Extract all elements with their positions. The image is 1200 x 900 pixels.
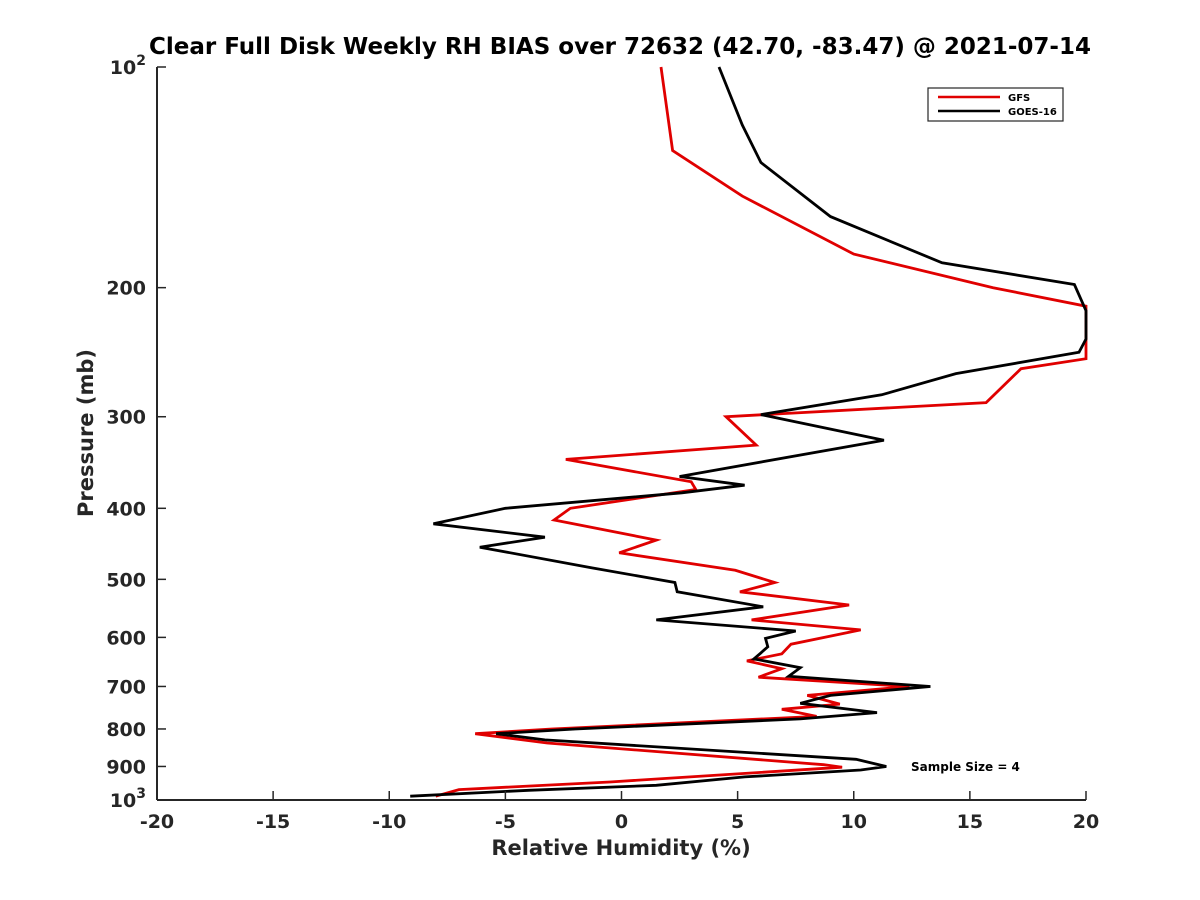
legend-label-gfs: GFS bbox=[1008, 93, 1030, 104]
y-tick-label: 900 bbox=[106, 756, 146, 778]
legend-label-goes16: GOES-16 bbox=[1008, 107, 1057, 118]
y-tick-label: 700 bbox=[106, 676, 146, 698]
y-tick-label: 300 bbox=[106, 407, 146, 429]
plot-area bbox=[157, 67, 1086, 800]
x-tick-label: -10 bbox=[372, 811, 406, 833]
y-tick-label: 600 bbox=[106, 627, 146, 649]
x-tick-label: 10 bbox=[841, 811, 867, 833]
x-axis-label: Relative Humidity (%) bbox=[491, 836, 750, 860]
legend: GFS GOES-16 bbox=[927, 87, 1064, 122]
x-tick-label: -15 bbox=[256, 811, 290, 833]
chart-title: Clear Full Disk Weekly RH BIAS over 7263… bbox=[149, 34, 1091, 60]
x-tick-label: -20 bbox=[140, 811, 174, 833]
series-layer bbox=[410, 66, 1088, 798]
y-tick-label: 400 bbox=[106, 498, 146, 520]
x-tick-label: 20 bbox=[1073, 811, 1099, 833]
y-tick-label: 103 bbox=[110, 786, 146, 812]
y-axis-label: Pressure (mb) bbox=[74, 349, 98, 517]
x-tick-label: 0 bbox=[615, 811, 628, 833]
x-tick-label: 5 bbox=[731, 811, 744, 833]
sample-size-annotation: Sample Size = 4 bbox=[911, 760, 1020, 774]
y-tick-label: 102 bbox=[110, 53, 146, 79]
x-tick-label: -5 bbox=[495, 811, 516, 833]
y-tick-label: 200 bbox=[106, 278, 146, 300]
y-tick-label: 500 bbox=[106, 569, 146, 591]
x-tick-label: 15 bbox=[957, 811, 983, 833]
legend-box bbox=[927, 87, 1064, 122]
y-tick-group: 102 200 300 400 500 600 700 800 900 103 bbox=[106, 53, 166, 812]
x-tick-group: -20 -15 -10 -5 0 5 10 15 20 bbox=[140, 791, 1099, 833]
series-line-goes16 bbox=[410, 66, 1088, 798]
y-tick-label: 800 bbox=[106, 719, 146, 741]
